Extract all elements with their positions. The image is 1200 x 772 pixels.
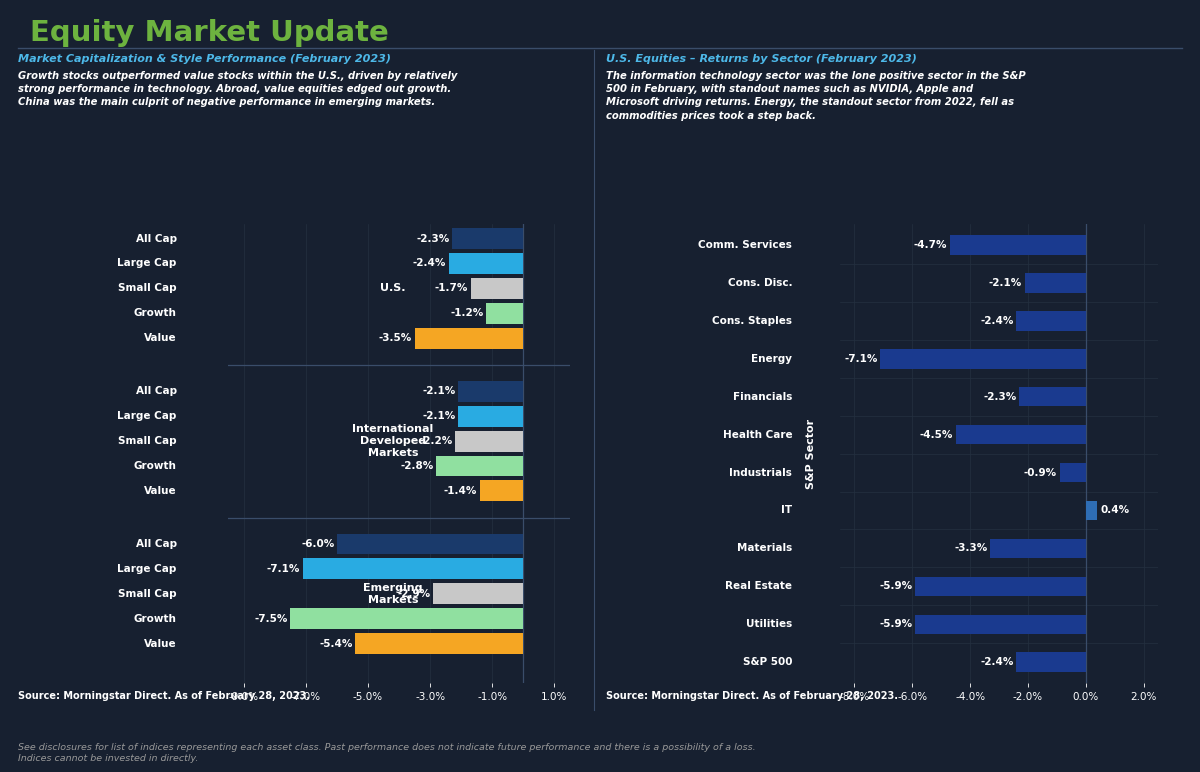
Bar [355, 633, 523, 654]
Bar [1025, 273, 1086, 293]
Text: -2.1%: -2.1% [989, 278, 1022, 288]
Text: Growth: Growth [134, 461, 176, 471]
Bar [950, 235, 1086, 255]
Text: -2.8%: -2.8% [401, 461, 434, 471]
Bar [302, 558, 523, 579]
Text: International
Developed
Markets: International Developed Markets [352, 425, 433, 458]
Text: -3.5%: -3.5% [379, 334, 412, 344]
Bar [990, 539, 1086, 558]
Bar [1060, 462, 1086, 482]
Text: Health Care: Health Care [722, 429, 792, 439]
Text: -5.9%: -5.9% [880, 581, 912, 591]
Text: Large Cap: Large Cap [118, 411, 176, 422]
Text: -2.3%: -2.3% [983, 391, 1016, 401]
Text: Market Capitalization & Style Performance (February 2023): Market Capitalization & Style Performanc… [18, 54, 391, 64]
Bar [437, 455, 523, 476]
Bar [916, 577, 1086, 596]
Text: Utilities: Utilities [746, 619, 792, 629]
Bar [955, 425, 1086, 445]
Text: Comm. Services: Comm. Services [698, 240, 792, 250]
Bar [480, 480, 523, 501]
Text: -7.1%: -7.1% [845, 354, 877, 364]
Text: U.S. Equities – Returns by Sector (February 2023): U.S. Equities – Returns by Sector (Febru… [606, 54, 917, 64]
Text: The information technology sector was the lone positive sector in the S&P
500 in: The information technology sector was th… [606, 71, 1026, 120]
Text: Growth stocks outperformed value stocks within the U.S., driven by relatively
st: Growth stocks outperformed value stocks … [18, 71, 457, 107]
Text: All Cap: All Cap [136, 386, 176, 396]
Text: -2.4%: -2.4% [980, 316, 1014, 326]
Text: Small Cap: Small Cap [118, 436, 176, 446]
Text: Energy: Energy [751, 354, 792, 364]
Text: S&P Sector: S&P Sector [806, 418, 816, 489]
Text: S&P 500: S&P 500 [743, 657, 792, 667]
Text: -6.0%: -6.0% [301, 539, 335, 549]
Bar [433, 584, 523, 604]
Text: Growth: Growth [134, 614, 176, 624]
Text: -3.3%: -3.3% [954, 543, 988, 554]
Text: All Cap: All Cap [136, 539, 176, 549]
Text: -2.1%: -2.1% [422, 411, 456, 422]
Text: Materials: Materials [737, 543, 792, 554]
Text: Source: Morningstar Direct. As of February 28, 2023.: Source: Morningstar Direct. As of Februa… [606, 691, 898, 701]
Text: -0.9%: -0.9% [1024, 468, 1057, 478]
Text: Industrials: Industrials [730, 468, 792, 478]
Text: -2.9%: -2.9% [397, 589, 431, 599]
Bar [470, 278, 523, 299]
Bar [449, 253, 523, 274]
Bar [452, 228, 523, 249]
Text: Large Cap: Large Cap [118, 564, 176, 574]
Text: -2.1%: -2.1% [422, 386, 456, 396]
Text: U.S.: U.S. [380, 283, 406, 293]
Text: -1.7%: -1.7% [434, 283, 468, 293]
Text: 0.4%: 0.4% [1100, 506, 1129, 516]
Text: All Cap: All Cap [136, 233, 176, 243]
Text: -7.5%: -7.5% [254, 614, 288, 624]
Text: Value: Value [144, 334, 176, 344]
Text: -5.4%: -5.4% [319, 638, 353, 648]
Text: Small Cap: Small Cap [118, 283, 176, 293]
Bar [1016, 652, 1086, 672]
Text: -2.2%: -2.2% [419, 436, 452, 446]
Text: -2.4%: -2.4% [413, 259, 446, 269]
Text: Large Cap: Large Cap [118, 259, 176, 269]
Text: Value: Value [144, 638, 176, 648]
Bar [1086, 500, 1097, 520]
Text: -4.7%: -4.7% [913, 240, 947, 250]
Bar [458, 381, 523, 401]
Bar [1016, 311, 1086, 330]
Text: Cons. Disc.: Cons. Disc. [727, 278, 792, 288]
Bar [414, 328, 523, 349]
Text: -4.5%: -4.5% [919, 429, 953, 439]
Text: Equity Market Update: Equity Market Update [30, 19, 389, 47]
Text: IT: IT [781, 506, 792, 516]
Bar [916, 615, 1086, 635]
Text: -7.1%: -7.1% [266, 564, 300, 574]
Text: Small Cap: Small Cap [118, 589, 176, 599]
Text: Financials: Financials [733, 391, 792, 401]
Text: Emerging
Markets: Emerging Markets [364, 583, 422, 604]
Bar [337, 533, 523, 554]
Bar [486, 303, 523, 323]
Text: Value: Value [144, 486, 176, 496]
Text: -2.4%: -2.4% [980, 657, 1014, 667]
Text: Cons. Staples: Cons. Staples [713, 316, 792, 326]
Text: Growth: Growth [134, 308, 176, 318]
Bar [881, 349, 1086, 368]
Text: See disclosures for list of indices representing each asset class. Past performa: See disclosures for list of indices repr… [18, 743, 756, 763]
Bar [290, 608, 523, 629]
Text: -5.9%: -5.9% [880, 619, 912, 629]
Bar [458, 406, 523, 427]
Bar [1019, 387, 1086, 407]
Text: Real Estate: Real Estate [725, 581, 792, 591]
Text: -2.3%: -2.3% [416, 233, 449, 243]
Bar [455, 431, 523, 452]
Text: Source: Morningstar Direct. As of February 28, 2023.: Source: Morningstar Direct. As of Februa… [18, 691, 310, 701]
Text: -1.4%: -1.4% [444, 486, 478, 496]
Text: -1.2%: -1.2% [450, 308, 484, 318]
